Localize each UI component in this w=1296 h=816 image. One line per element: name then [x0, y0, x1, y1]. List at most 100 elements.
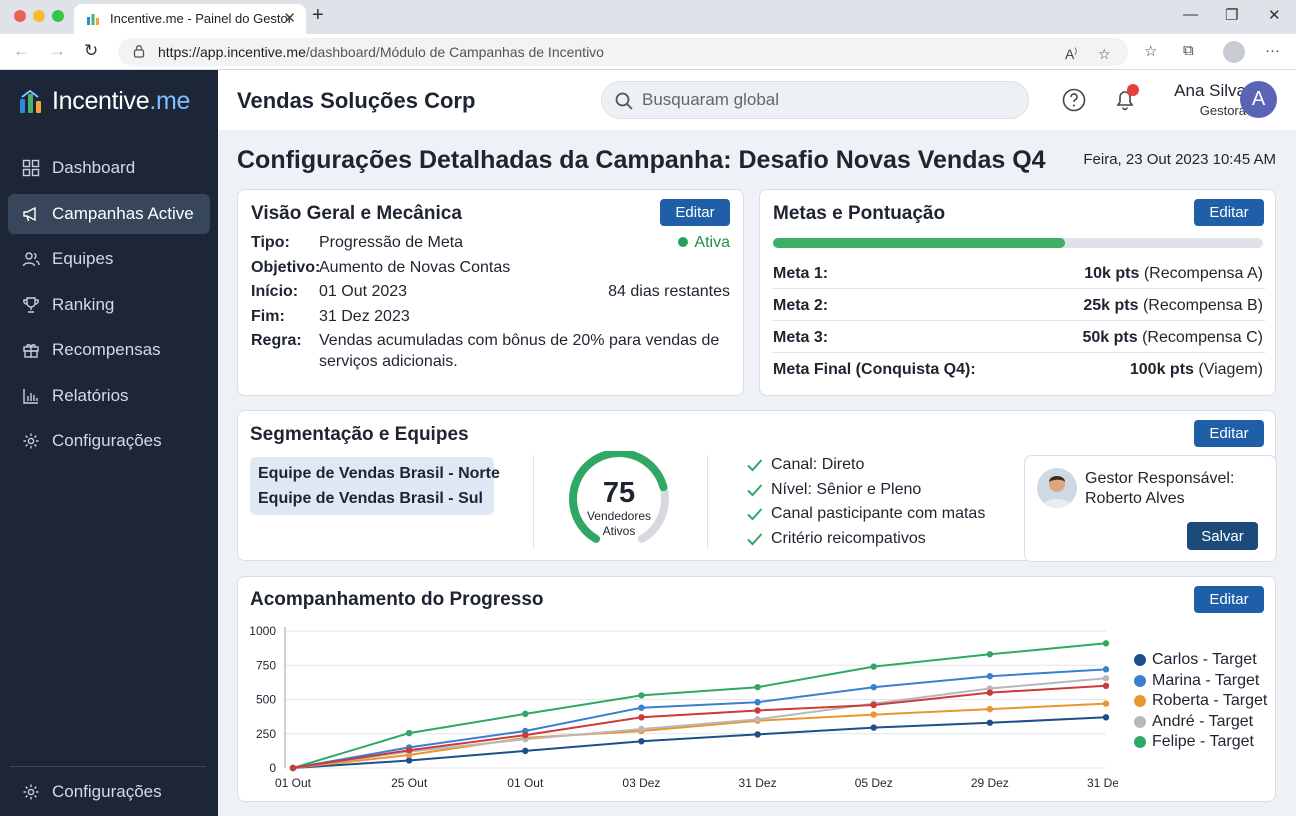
sidebar-item-teams[interactable]: Equipes — [8, 239, 210, 279]
data-point — [754, 716, 761, 723]
sidebar-item-campaigns[interactable]: Campanhas Active — [8, 194, 210, 234]
edit-chart-button[interactable]: Editar — [1194, 586, 1264, 613]
new-tab-icon[interactable]: + — [312, 4, 324, 26]
y-tick-label: 750 — [256, 658, 276, 672]
help-icon[interactable] — [1061, 87, 1087, 113]
sidebar-item-dashboard[interactable]: Dashboard — [8, 148, 210, 188]
browser-toolbar: ← → ↻ https://app.incentive.me/dashboard… — [0, 34, 1296, 70]
profile-icon[interactable] — [1223, 41, 1245, 63]
data-point — [1102, 640, 1110, 647]
goal-row: Meta 3: 50k pts (Recompensa C) — [773, 322, 1265, 353]
address-bar[interactable]: https://app.incentive.me/dashboard/Módul… — [118, 38, 1128, 66]
data-point — [754, 683, 761, 691]
card-title: Visão Geral e Mecânica — [251, 203, 462, 224]
sidebar-item-rewards[interactable]: Recompensas — [8, 330, 210, 370]
main-content: Vendas Soluções Corp Ana Silva Gestora A… — [218, 70, 1296, 816]
users-icon — [22, 252, 40, 267]
forward-icon[interactable]: → — [49, 41, 66, 60]
data-point — [638, 692, 645, 699]
favorites-icon[interactable]: ☆ — [1144, 43, 1158, 60]
sidebar-item-settings[interactable]: Configurações — [8, 421, 210, 461]
global-search — [601, 81, 1029, 119]
check-icon — [747, 508, 763, 521]
x-tick-label: 03 Dez — [622, 776, 660, 790]
gauge-value: 75 — [602, 477, 636, 509]
brand-name: Incentive.me — [52, 87, 191, 115]
minimize-window-button[interactable] — [33, 10, 45, 22]
field-label: Objetivo: — [251, 259, 321, 276]
check-icon — [747, 533, 763, 546]
data-point — [405, 757, 413, 764]
more-options-icon[interactable]: ··· — [1265, 42, 1280, 59]
data-point — [289, 764, 297, 772]
legend-label: Marina - Target — [1152, 671, 1260, 689]
legend-label: Roberta - Target — [1152, 692, 1268, 709]
favorite-star-icon[interactable]: ☆ — [1098, 46, 1111, 62]
grid-icon — [22, 159, 40, 177]
page-title: Configurações Detalhadas da Campanha: De… — [237, 146, 1046, 174]
goal-value: 25k pts (Recompensa B) — [1083, 297, 1263, 314]
minimize-icon[interactable]: — — [1183, 6, 1198, 23]
manager-photo-icon — [1037, 468, 1077, 508]
close-window-button[interactable] — [14, 10, 26, 22]
progress-chart-card: Acompanhamento do Progresso Editar 0 250 5… — [237, 576, 1276, 802]
top-header: Vendas Soluções Corp Ana Silva Gestora A — [218, 70, 1296, 130]
data-point — [638, 704, 645, 711]
team-list: Equipe de Vendas Brasil - Norte Equipe d… — [250, 457, 500, 515]
goal-name: Meta Final (Conquista Q4): — [773, 361, 976, 378]
sidebar-item-label: Ranking — [52, 295, 115, 314]
card-title: Acompanhamento do Progresso — [250, 589, 544, 610]
series-line — [292, 642, 1107, 769]
tab-close-icon[interactable]: ✕ — [283, 10, 296, 27]
search-icon — [615, 92, 633, 110]
bar-chart-icon — [23, 389, 38, 404]
field-value: Progressão de Meta — [319, 234, 464, 251]
bell-icon[interactable] — [1112, 87, 1138, 113]
collections-icon[interactable]: ⧉ — [1183, 42, 1194, 59]
search-input[interactable] — [642, 89, 1012, 111]
save-button[interactable]: Salvar — [1187, 522, 1258, 550]
back-icon[interactable]: ← — [13, 41, 30, 60]
browser-tab[interactable]: Incentive.me - Painel do Gestor ✕ — [74, 4, 306, 34]
data-point — [754, 731, 761, 738]
trophy-icon — [23, 297, 39, 313]
goal-progress-fill — [773, 238, 1065, 248]
data-point — [1102, 675, 1110, 682]
card-title: Segmentação e Equipes — [250, 424, 469, 445]
check-icon — [747, 459, 763, 472]
gear-icon — [23, 784, 39, 800]
goal-progress-bar — [773, 238, 1263, 248]
sidebar-item-reports[interactable]: Relatórios — [8, 376, 210, 416]
sidebar-item-label: Equipes — [52, 249, 114, 268]
goal-row: Meta Final (Conquista Q4): 100k pts (Via… — [773, 354, 1265, 385]
avatar[interactable]: A — [1240, 81, 1277, 118]
series-line — [292, 702, 1107, 769]
y-tick-label: 500 — [256, 693, 276, 707]
gift-icon — [23, 344, 39, 358]
field-value: 31 Dez 2023 — [319, 308, 410, 325]
sidebar-item-label: Recompensas — [52, 340, 161, 359]
restore-icon[interactable]: ❐ — [1225, 7, 1239, 24]
legend-swatch — [1134, 674, 1146, 687]
read-aloud-icon[interactable]: A) — [1065, 46, 1078, 62]
browser-tab-bar: Incentive.me - Painel do Gestor ✕ + — ❐ … — [0, 0, 1296, 34]
sidebar-item-ranking[interactable]: Ranking — [8, 285, 210, 325]
sidebar-footer-settings[interactable]: Configurações — [8, 772, 210, 812]
zoom-window-button[interactable] — [52, 10, 64, 22]
reload-icon[interactable]: ↻ — [84, 41, 99, 60]
sidebar-divider — [10, 766, 206, 767]
data-point — [986, 705, 994, 713]
edit-goals-button[interactable]: Editar — [1194, 199, 1264, 226]
incentive-favicon-icon — [87, 14, 99, 25]
field-value: 01 Out 2023 — [319, 283, 408, 300]
edit-segmentation-button[interactable]: Editar — [1194, 420, 1264, 447]
field-label: Regra: — [251, 332, 302, 349]
edit-overview-button[interactable]: Editar — [660, 199, 730, 226]
data-point — [638, 725, 645, 733]
goal-value: 50k pts (Recompensa C) — [1082, 329, 1263, 346]
y-tick-label: 250 — [256, 727, 276, 741]
notification-badge — [1127, 84, 1139, 96]
manager-panel: Gestor Responsável: Roberto Alves Salvar — [1024, 455, 1277, 562]
close-icon[interactable]: ✕ — [1268, 7, 1281, 24]
sidebar-item-label: Dashboard — [52, 158, 136, 177]
